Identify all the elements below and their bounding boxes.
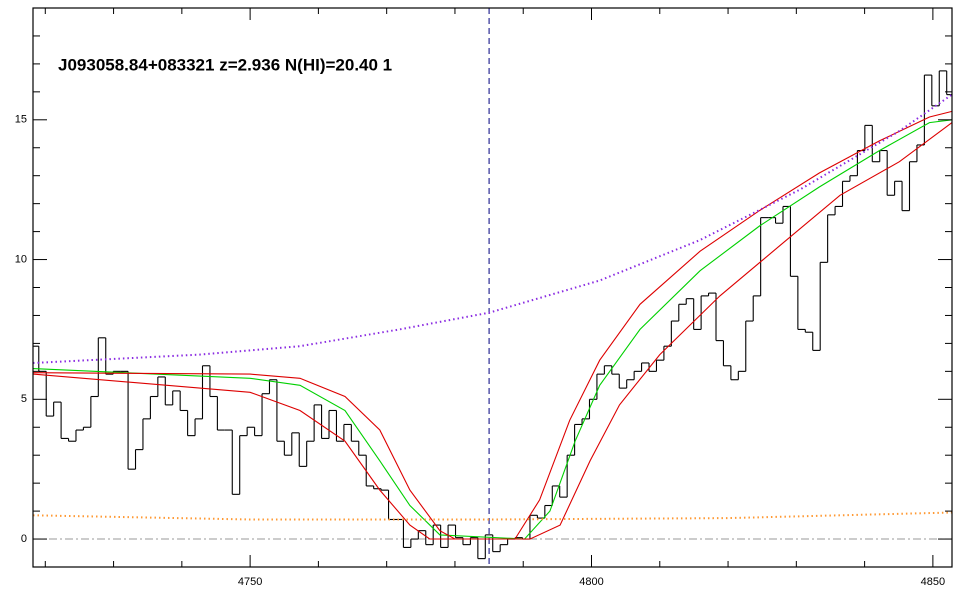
y-tick-label: 10: [15, 253, 27, 265]
y-tick-label: 0: [21, 533, 27, 545]
x-tick-label: 4850: [921, 576, 945, 588]
x-tick-label: 4800: [579, 576, 603, 588]
plot-frame: [32, 7, 953, 568]
y-tick-label: 5: [21, 393, 27, 405]
x-tick-label: 4750: [238, 576, 262, 588]
dotted-curve: [32, 511, 953, 521]
model-curve: [32, 110, 953, 540]
model-curve: [32, 119, 953, 540]
dotted-curve: [32, 93, 953, 364]
model-curve: [32, 122, 953, 540]
y-tick-label: 15: [15, 114, 27, 126]
chart-title: J093058.84+083321 z=2.936 N(HI)=20.40 1: [58, 55, 392, 74]
